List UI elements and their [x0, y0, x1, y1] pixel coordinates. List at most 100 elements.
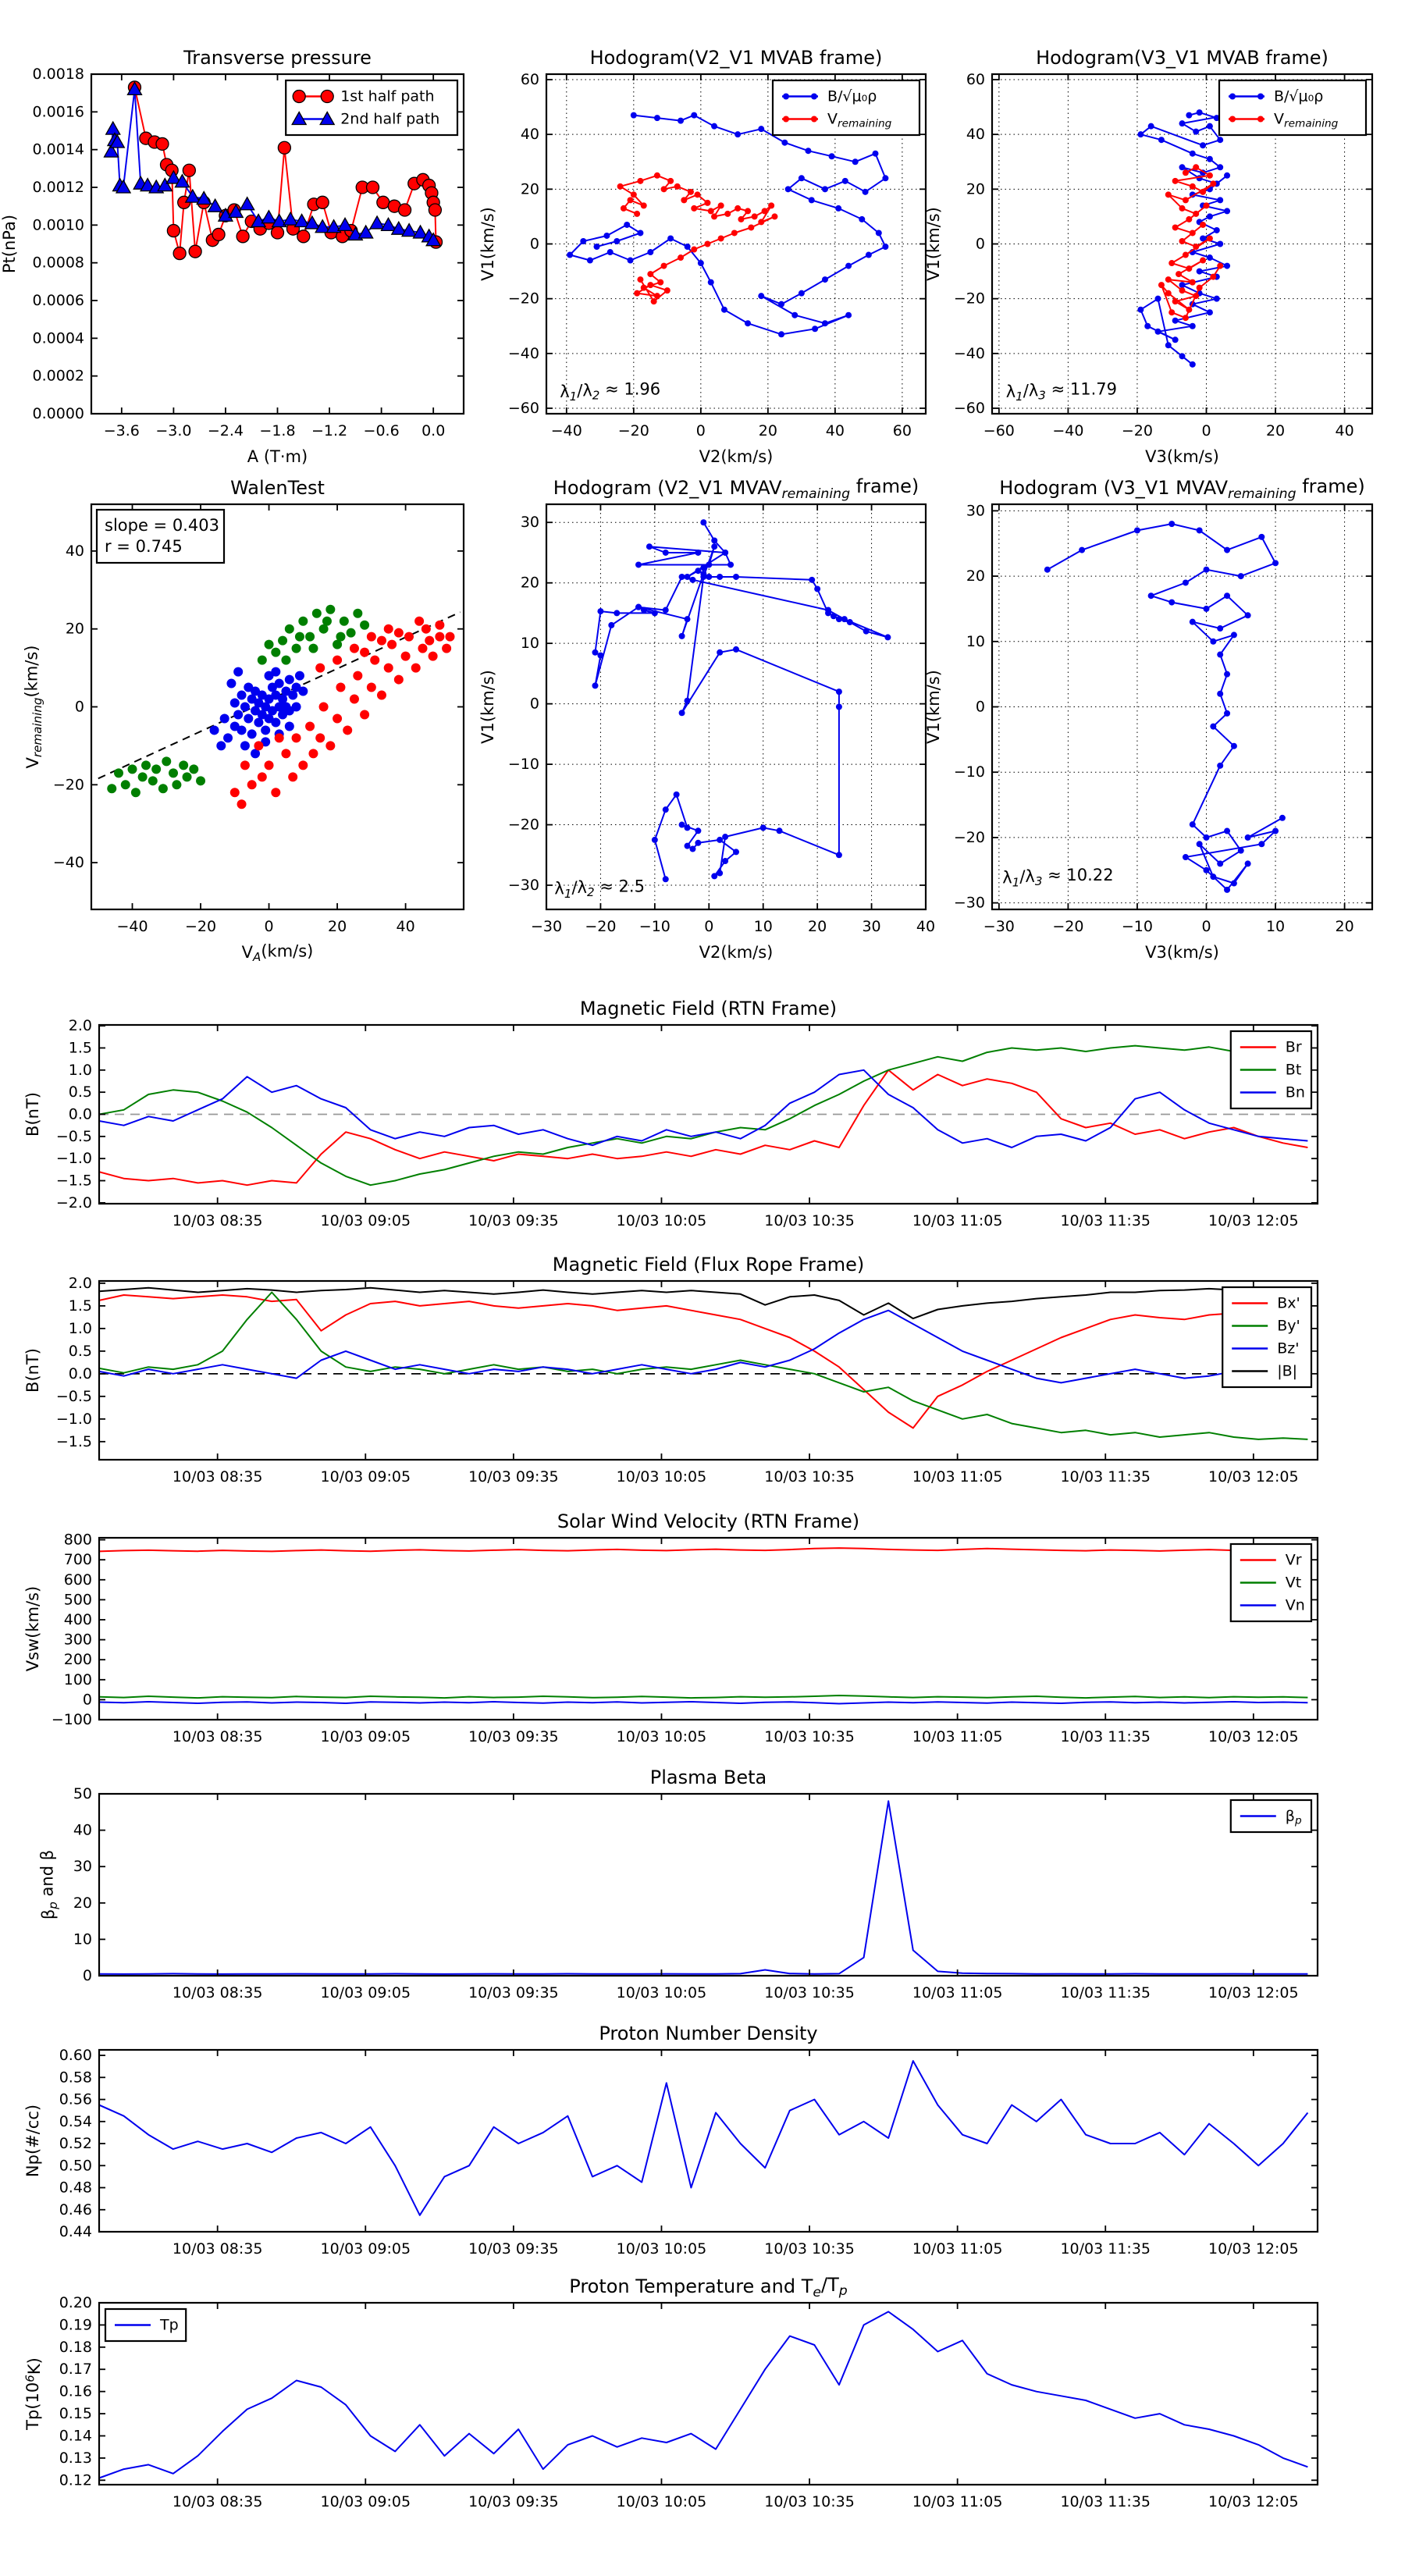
dot-marker [776, 827, 783, 834]
legend-label: Bx' [1277, 1295, 1300, 1312]
dot-marker [1168, 309, 1176, 316]
y-axis-label: V1(km/s) [478, 670, 497, 744]
dot-marker [1224, 671, 1231, 678]
y-tick-label: 700 [64, 1551, 92, 1568]
dot-marker [281, 686, 291, 696]
triangle-marker [319, 111, 336, 126]
y-tick-label: −60 [954, 400, 985, 417]
dot-marker [759, 824, 767, 831]
dot-marker [271, 788, 281, 798]
dot-marker [835, 205, 842, 212]
dot-marker [278, 710, 288, 720]
dot-marker [1196, 841, 1203, 848]
dot-marker [233, 667, 244, 677]
x-tick-label: 0 [265, 918, 274, 935]
dot-marker [1193, 210, 1200, 217]
dot-marker [882, 244, 889, 251]
dot-marker [841, 616, 848, 623]
dot-marker [1182, 315, 1189, 322]
dot-marker [717, 235, 724, 242]
dot-marker [179, 760, 189, 770]
chart-title: Hodogram(V2_V1 MVAB frame) [590, 47, 883, 69]
dot-marker [646, 543, 653, 550]
dot-marker [1182, 579, 1189, 586]
dot-marker [425, 635, 435, 646]
dot-marker [841, 177, 848, 184]
triangle-marker [250, 213, 267, 228]
dot-marker [315, 733, 325, 743]
dot-marker [586, 257, 593, 264]
chart-title: Hodogram(V3_V1 MVAB frame) [1036, 47, 1329, 69]
y-axis-label: V1(km/s) [478, 207, 497, 281]
dot-marker [1179, 282, 1186, 289]
dot-marker [435, 632, 445, 642]
dot-marker [1244, 612, 1251, 619]
dot-marker [284, 674, 294, 685]
dot-marker [1189, 229, 1196, 237]
dot-marker [1213, 295, 1220, 302]
dot-marker [798, 290, 805, 297]
y-tick-label: 10 [73, 1930, 92, 1948]
dot-marker [288, 690, 298, 700]
dot-marker [1213, 115, 1220, 122]
y-tick-label: 20 [521, 180, 539, 197]
series-bn [99, 1069, 1308, 1148]
dot-marker [684, 697, 691, 704]
dot-marker [414, 616, 425, 626]
dot-marker [346, 628, 356, 638]
y-tick-label: 600 [64, 1571, 92, 1589]
triangle-marker [165, 169, 182, 184]
dot-marker [1189, 183, 1196, 190]
dot-marker [1206, 172, 1213, 179]
dot-marker [835, 616, 842, 623]
dot-marker [1217, 197, 1224, 204]
dot-marker [387, 639, 397, 649]
dot-marker [315, 663, 325, 673]
series-b-field-path [569, 114, 887, 336]
chart-title: Proton Temperature and Te/Tp [569, 2274, 847, 2300]
dot-marker [1168, 260, 1176, 267]
dot-marker [859, 215, 866, 222]
dot-marker [229, 788, 240, 798]
triangle-marker [217, 207, 234, 222]
dot-marker [758, 219, 765, 226]
dot-marker [745, 208, 752, 215]
dot-marker [1272, 560, 1279, 567]
y-tick-label: −10 [508, 756, 539, 773]
series-br [99, 1069, 1308, 1187]
dot-marker [650, 298, 657, 305]
y-tick-label: 30 [521, 514, 539, 531]
x-tick-label: 10/03 11:35 [1060, 1728, 1151, 1745]
triangle-marker [228, 204, 244, 219]
x-tick-label: 0 [1201, 422, 1211, 439]
dot-marker [333, 713, 343, 724]
dot-marker [333, 639, 343, 649]
dot-marker [689, 845, 696, 852]
annotation-text: λ1/λ2 ≈ 1.96 [560, 380, 660, 404]
dot-marker [1217, 137, 1224, 144]
x-tick-label: −3.6 [104, 422, 140, 439]
dot-marker [393, 628, 404, 638]
dot-marker [707, 208, 714, 215]
dot-marker [657, 279, 664, 286]
dot-marker [707, 279, 714, 286]
dot-marker [271, 647, 281, 657]
dot-marker [1229, 93, 1236, 100]
dot-marker [691, 112, 698, 119]
dot-marker [678, 710, 685, 717]
dot-marker [1172, 224, 1179, 231]
dot-marker [281, 655, 291, 665]
y-tick-label: 0 [530, 696, 539, 713]
x-tick-label: 20 [759, 422, 777, 439]
legend: βp [1229, 1799, 1313, 1834]
dot-marker [393, 674, 404, 685]
dot-marker [325, 604, 336, 614]
dot-marker [778, 301, 785, 308]
chart-title: Solar Wind Velocity (RTN Frame) [557, 1510, 859, 1532]
triangle-marker [139, 177, 156, 192]
dot-marker [684, 842, 691, 849]
circle-marker [188, 244, 202, 258]
x-axis-label: VA(km/s) [242, 941, 314, 964]
y-tick-label: −30 [954, 895, 985, 912]
y-tick-label: −60 [508, 400, 539, 417]
